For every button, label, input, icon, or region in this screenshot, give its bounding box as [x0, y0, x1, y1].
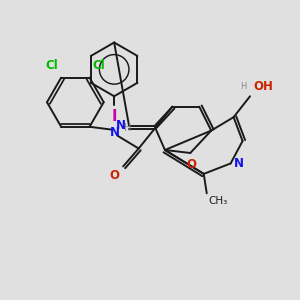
- Text: O: O: [186, 158, 196, 171]
- Text: O: O: [110, 169, 119, 182]
- Text: H: H: [124, 123, 131, 133]
- Text: N: N: [116, 119, 125, 132]
- Text: Cl: Cl: [92, 59, 105, 72]
- Text: I: I: [111, 109, 117, 124]
- Text: OH: OH: [253, 80, 273, 93]
- Text: N: N: [234, 157, 244, 170]
- Text: N: N: [110, 126, 120, 139]
- Text: Cl: Cl: [45, 59, 58, 72]
- Text: H: H: [240, 82, 247, 91]
- Text: CH₃: CH₃: [208, 196, 227, 206]
